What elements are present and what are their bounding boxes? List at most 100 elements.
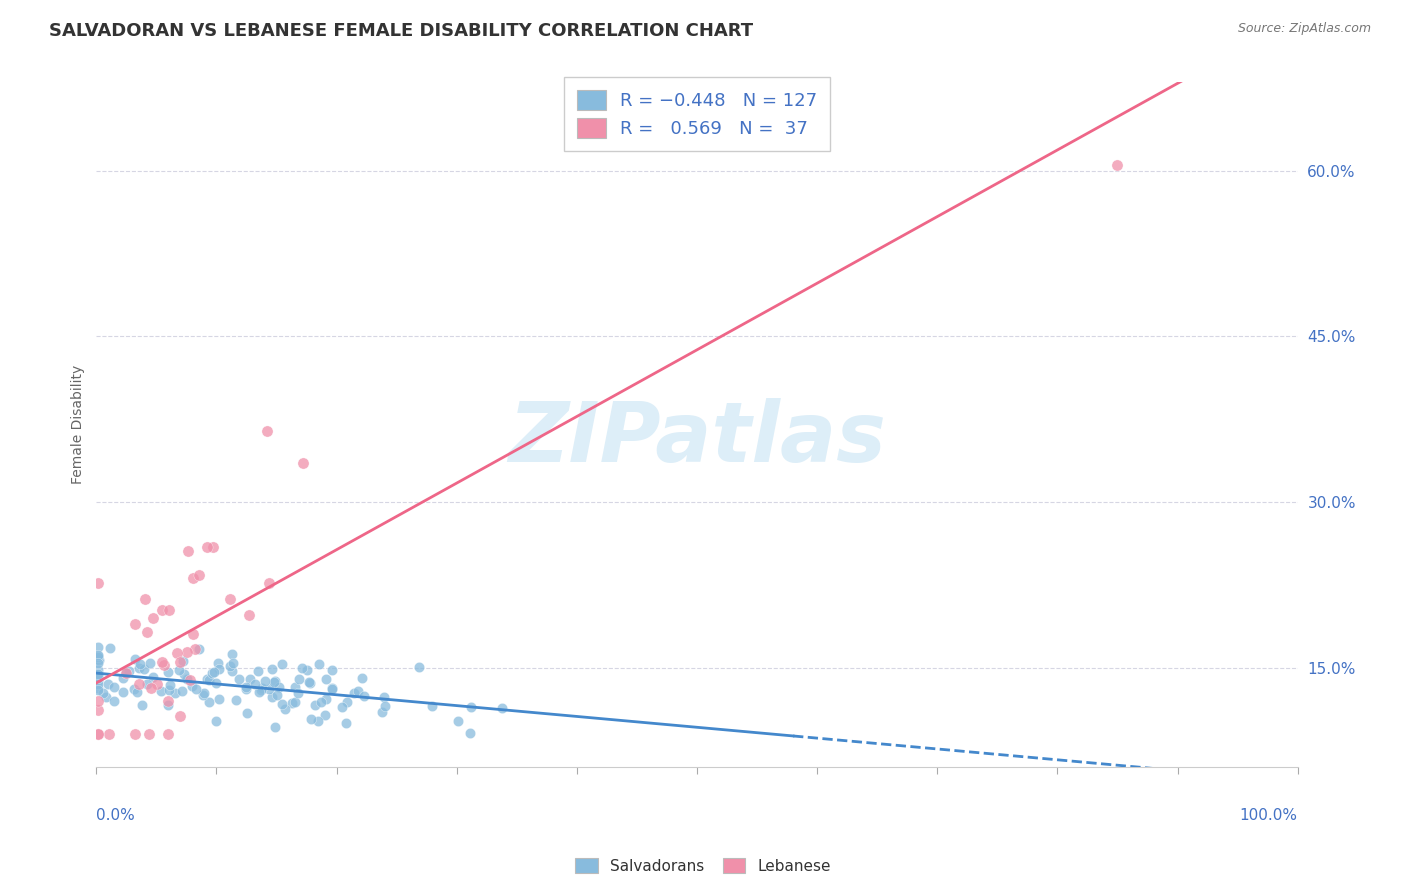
Point [284, 695, 307, 709]
Point [321, 664, 343, 678]
Point [128, 677, 150, 691]
Point [350, 671, 373, 685]
Point [176, 672, 198, 686]
Point [447, 714, 470, 728]
Point [159, 678, 181, 692]
Point [125, 685, 148, 699]
Point [225, 692, 247, 706]
Point [292, 456, 315, 470]
Point [260, 662, 283, 676]
Point [491, 701, 513, 715]
Point [169, 655, 191, 669]
Point [122, 681, 145, 696]
Point [156, 665, 179, 679]
Point [288, 673, 311, 687]
Point [89, 653, 111, 667]
Point [408, 660, 430, 674]
Point [202, 541, 225, 555]
Point [263, 674, 285, 689]
Point [235, 680, 257, 694]
Point [86, 727, 108, 741]
Point [198, 695, 221, 709]
Point [267, 680, 290, 694]
Point [135, 677, 157, 691]
Point [260, 690, 283, 705]
Point [208, 662, 231, 676]
Point [246, 664, 269, 678]
Point [86, 683, 108, 698]
Point [238, 607, 260, 622]
Point [86, 656, 108, 670]
Point [91, 686, 114, 700]
Point [336, 695, 359, 709]
Point [291, 661, 314, 675]
Point [250, 682, 273, 697]
Point [181, 571, 204, 585]
Point [374, 698, 396, 713]
Point [177, 544, 200, 558]
Point [193, 686, 215, 700]
Point [139, 681, 162, 695]
Point [152, 658, 174, 673]
Point [142, 611, 165, 625]
Point [86, 672, 108, 686]
Point [315, 672, 337, 686]
Point [181, 627, 204, 641]
Point [205, 676, 228, 690]
Point [157, 694, 180, 708]
Point [124, 616, 146, 631]
Point [157, 603, 180, 617]
Point [204, 714, 226, 728]
Point [297, 664, 319, 678]
Point [128, 661, 150, 675]
Point [86, 681, 108, 695]
Point [111, 685, 134, 699]
Point [342, 686, 364, 700]
Point [169, 708, 191, 723]
Point [149, 683, 172, 698]
Point [136, 624, 159, 639]
Point [219, 591, 242, 606]
Point [371, 705, 394, 719]
Point [236, 706, 259, 721]
Point [1107, 158, 1129, 172]
Point [281, 696, 304, 710]
Point [115, 666, 138, 681]
Point [163, 686, 186, 700]
Point [373, 690, 395, 704]
Point [254, 673, 277, 688]
Point [335, 715, 357, 730]
Point [172, 684, 194, 698]
Point [287, 685, 309, 699]
Point [86, 667, 108, 681]
Text: Source: ZipAtlas.com: Source: ZipAtlas.com [1237, 22, 1371, 36]
Point [208, 692, 231, 706]
Point [96, 677, 118, 691]
Point [250, 681, 273, 695]
Point [86, 693, 108, 707]
Point [247, 685, 270, 699]
Point [131, 698, 153, 712]
Point [157, 682, 180, 697]
Point [222, 656, 245, 670]
Point [308, 657, 330, 672]
Point [138, 727, 160, 741]
Point [97, 727, 120, 741]
Point [86, 663, 108, 677]
Point [298, 674, 321, 689]
Point [330, 699, 353, 714]
Point [219, 659, 242, 673]
Point [86, 703, 108, 717]
Point [314, 707, 336, 722]
Point [103, 694, 125, 708]
Point [118, 664, 141, 678]
Point [86, 671, 108, 685]
Point [228, 672, 250, 686]
Point [86, 727, 108, 741]
Point [181, 679, 204, 693]
Point [202, 665, 225, 679]
Legend: Salvadorans, Lebanese: Salvadorans, Lebanese [568, 852, 838, 880]
Point [309, 695, 332, 709]
Point [86, 640, 108, 654]
Point [195, 672, 218, 686]
